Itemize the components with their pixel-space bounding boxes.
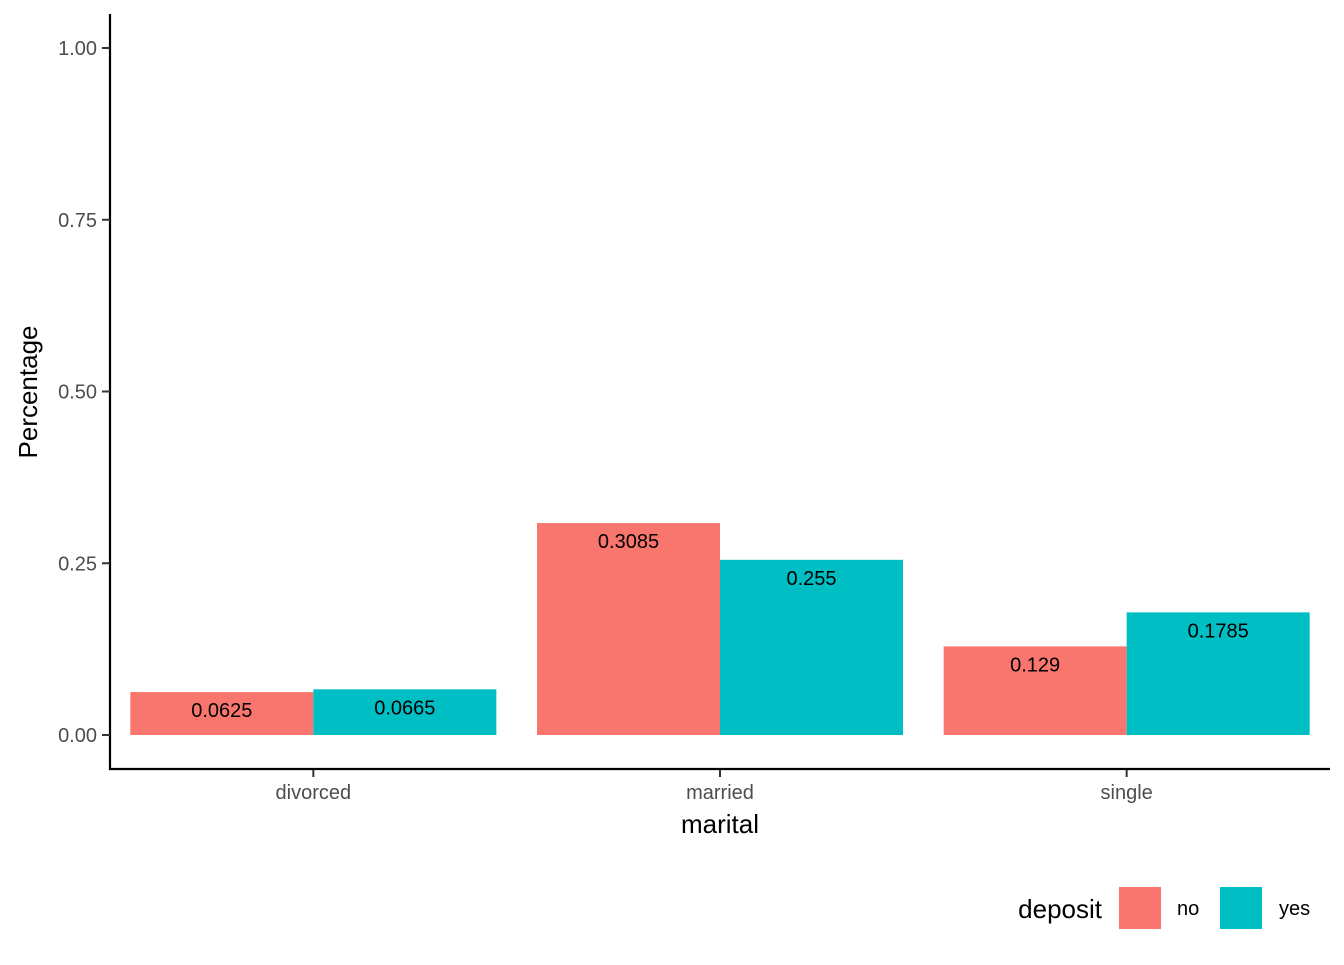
bar-labels-layer: 0.0625 0.3085 0.129 0.0665 0.255 0.1785 [191,531,1249,722]
bar-value-label: 0.1785 [1188,620,1249,642]
legend-entries: no yes [1119,887,1310,929]
legend-key-no [1119,887,1161,929]
x-tick-label: married [686,782,754,804]
legend: deposit no yes [1018,887,1310,929]
bar-no-divorced [130,692,314,735]
y-tick-label: 0.75 [58,210,97,232]
bar-yes-divorced [313,689,497,735]
bar-value-label: 0.0665 [374,697,435,719]
bar-value-label: 0.255 [786,568,836,590]
y-tick-label: 0.00 [58,725,97,747]
legend-label-yes: yes [1279,898,1310,920]
legend-key-yes [1220,887,1262,929]
y-tick-label: 1.00 [58,38,97,60]
legend-label-no: no [1177,898,1199,920]
x-tick-label: single [1101,782,1153,804]
bar-no-married [537,523,720,735]
x-tick-label: divorced [276,782,352,804]
bar-yes-married [720,559,903,735]
legend-title: deposit [1018,894,1103,924]
y-tick-label: 0.50 [58,382,97,404]
bar-no-single [943,646,1127,735]
y-axis-title: Percentage [13,326,43,459]
x-axis-title: marital [681,809,759,839]
bar-yes-single [1126,612,1310,735]
bar-value-label: 0.129 [1010,654,1060,676]
bar-value-label: 0.3085 [598,531,659,553]
x-ticks-layer: divorced married single [276,770,1153,804]
y-tick-label: 0.25 [58,553,97,575]
bar-value-label: 0.0625 [191,700,252,722]
bars-layer [130,523,1310,735]
y-ticks-layer: 0.00 0.25 0.50 0.75 1.00 [58,38,110,747]
